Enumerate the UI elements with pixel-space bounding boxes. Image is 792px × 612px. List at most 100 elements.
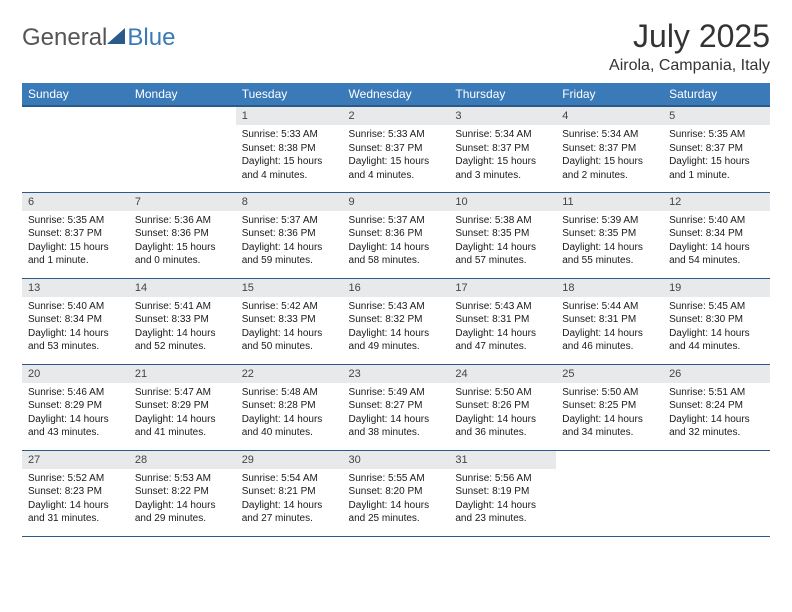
day-details: Sunrise: 5:55 AMSunset: 8:20 PMDaylight:… — [343, 469, 450, 532]
daylight-line: Daylight: 14 hours and 52 minutes. — [135, 327, 230, 354]
sunrise-line: Sunrise: 5:55 AM — [349, 472, 444, 486]
day-details: Sunrise: 5:34 AMSunset: 8:37 PMDaylight:… — [449, 125, 556, 188]
day-number: 14 — [129, 279, 236, 297]
day-number: 4 — [556, 107, 663, 125]
sunset-line: Sunset: 8:36 PM — [242, 227, 337, 241]
sunset-line: Sunset: 8:29 PM — [135, 399, 230, 413]
sunrise-line: Sunrise: 5:35 AM — [28, 214, 123, 228]
calendar-day-cell: 22Sunrise: 5:48 AMSunset: 8:28 PMDayligh… — [236, 364, 343, 450]
day-details: Sunrise: 5:37 AMSunset: 8:36 PMDaylight:… — [236, 211, 343, 274]
calendar-day-cell: 25Sunrise: 5:50 AMSunset: 8:25 PMDayligh… — [556, 364, 663, 450]
day-details: Sunrise: 5:50 AMSunset: 8:25 PMDaylight:… — [556, 383, 663, 446]
sunrise-line: Sunrise: 5:42 AM — [242, 300, 337, 314]
sunset-line: Sunset: 8:37 PM — [28, 227, 123, 241]
daylight-line: Daylight: 14 hours and 57 minutes. — [455, 241, 550, 268]
sunset-line: Sunset: 8:29 PM — [28, 399, 123, 413]
sunrise-line: Sunrise: 5:40 AM — [669, 214, 764, 228]
sunset-line: Sunset: 8:23 PM — [28, 485, 123, 499]
day-number: 30 — [343, 451, 450, 469]
day-number: 20 — [22, 365, 129, 383]
daylight-line: Daylight: 14 hours and 47 minutes. — [455, 327, 550, 354]
sunrise-line: Sunrise: 5:48 AM — [242, 386, 337, 400]
weekday-sunday: Sunday — [22, 83, 129, 106]
day-number: 7 — [129, 193, 236, 211]
day-number: 16 — [343, 279, 450, 297]
daylight-line: Daylight: 14 hours and 41 minutes. — [135, 413, 230, 440]
day-details: Sunrise: 5:51 AMSunset: 8:24 PMDaylight:… — [663, 383, 770, 446]
daylight-line: Daylight: 14 hours and 31 minutes. — [28, 499, 123, 526]
sunrise-line: Sunrise: 5:52 AM — [28, 472, 123, 486]
day-number: 12 — [663, 193, 770, 211]
title-block: July 2025 Airola, Campania, Italy — [609, 18, 770, 75]
sunrise-line: Sunrise: 5:51 AM — [669, 386, 764, 400]
calendar-day-cell: 1Sunrise: 5:33 AMSunset: 8:38 PMDaylight… — [236, 106, 343, 192]
daylight-line: Daylight: 15 hours and 4 minutes. — [242, 155, 337, 182]
daylight-line: Daylight: 14 hours and 38 minutes. — [349, 413, 444, 440]
calendar-week-row: 13Sunrise: 5:40 AMSunset: 8:34 PMDayligh… — [22, 278, 770, 364]
calendar-day-cell: 26Sunrise: 5:51 AMSunset: 8:24 PMDayligh… — [663, 364, 770, 450]
day-details: Sunrise: 5:54 AMSunset: 8:21 PMDaylight:… — [236, 469, 343, 532]
sunrise-line: Sunrise: 5:35 AM — [669, 128, 764, 142]
daylight-line: Daylight: 14 hours and 44 minutes. — [669, 327, 764, 354]
calendar-day-cell: 31Sunrise: 5:56 AMSunset: 8:19 PMDayligh… — [449, 450, 556, 536]
calendar-day-cell: 6Sunrise: 5:35 AMSunset: 8:37 PMDaylight… — [22, 192, 129, 278]
calendar-day-cell: 13Sunrise: 5:40 AMSunset: 8:34 PMDayligh… — [22, 278, 129, 364]
day-number: 1 — [236, 107, 343, 125]
month-title: July 2025 — [609, 18, 770, 55]
daylight-line: Daylight: 15 hours and 0 minutes. — [135, 241, 230, 268]
calendar-day-cell — [129, 106, 236, 192]
sunrise-line: Sunrise: 5:34 AM — [562, 128, 657, 142]
sunset-line: Sunset: 8:25 PM — [562, 399, 657, 413]
daylight-line: Daylight: 14 hours and 59 minutes. — [242, 241, 337, 268]
day-number: 27 — [22, 451, 129, 469]
logo-text-general: General — [22, 24, 107, 52]
sunrise-line: Sunrise: 5:50 AM — [455, 386, 550, 400]
calendar-day-cell: 24Sunrise: 5:50 AMSunset: 8:26 PMDayligh… — [449, 364, 556, 450]
daylight-line: Daylight: 14 hours and 27 minutes. — [242, 499, 337, 526]
weekday-header-row: Sunday Monday Tuesday Wednesday Thursday… — [22, 83, 770, 106]
sail-icon — [107, 28, 125, 44]
calendar-week-row: 1Sunrise: 5:33 AMSunset: 8:38 PMDaylight… — [22, 106, 770, 192]
day-details: Sunrise: 5:40 AMSunset: 8:34 PMDaylight:… — [663, 211, 770, 274]
calendar-day-cell: 11Sunrise: 5:39 AMSunset: 8:35 PMDayligh… — [556, 192, 663, 278]
daylight-line: Daylight: 15 hours and 1 minute. — [28, 241, 123, 268]
calendar-day-cell: 28Sunrise: 5:53 AMSunset: 8:22 PMDayligh… — [129, 450, 236, 536]
daylight-line: Daylight: 15 hours and 3 minutes. — [455, 155, 550, 182]
day-details: Sunrise: 5:33 AMSunset: 8:37 PMDaylight:… — [343, 125, 450, 188]
sunset-line: Sunset: 8:24 PM — [669, 399, 764, 413]
sunrise-line: Sunrise: 5:54 AM — [242, 472, 337, 486]
daylight-line: Daylight: 15 hours and 4 minutes. — [349, 155, 444, 182]
calendar-day-cell — [663, 450, 770, 536]
daylight-line: Daylight: 15 hours and 1 minute. — [669, 155, 764, 182]
day-details: Sunrise: 5:45 AMSunset: 8:30 PMDaylight:… — [663, 297, 770, 360]
daylight-line: Daylight: 14 hours and 25 minutes. — [349, 499, 444, 526]
logo-text-blue: Blue — [127, 24, 175, 52]
calendar-day-cell: 9Sunrise: 5:37 AMSunset: 8:36 PMDaylight… — [343, 192, 450, 278]
daylight-line: Daylight: 14 hours and 53 minutes. — [28, 327, 123, 354]
day-details: Sunrise: 5:36 AMSunset: 8:36 PMDaylight:… — [129, 211, 236, 274]
day-number: 9 — [343, 193, 450, 211]
calendar-day-cell — [556, 450, 663, 536]
sunrise-line: Sunrise: 5:47 AM — [135, 386, 230, 400]
daylight-line: Daylight: 14 hours and 23 minutes. — [455, 499, 550, 526]
day-number: 5 — [663, 107, 770, 125]
daylight-line: Daylight: 14 hours and 43 minutes. — [28, 413, 123, 440]
day-number: 31 — [449, 451, 556, 469]
weekday-thursday: Thursday — [449, 83, 556, 106]
day-details: Sunrise: 5:35 AMSunset: 8:37 PMDaylight:… — [663, 125, 770, 188]
sunset-line: Sunset: 8:31 PM — [562, 313, 657, 327]
sunset-line: Sunset: 8:37 PM — [669, 142, 764, 156]
sunrise-line: Sunrise: 5:34 AM — [455, 128, 550, 142]
sunrise-line: Sunrise: 5:43 AM — [455, 300, 550, 314]
sunset-line: Sunset: 8:35 PM — [455, 227, 550, 241]
calendar-day-cell: 8Sunrise: 5:37 AMSunset: 8:36 PMDaylight… — [236, 192, 343, 278]
day-details: Sunrise: 5:52 AMSunset: 8:23 PMDaylight:… — [22, 469, 129, 532]
sunrise-line: Sunrise: 5:53 AM — [135, 472, 230, 486]
calendar-day-cell — [22, 106, 129, 192]
logo: General Blue — [22, 24, 175, 52]
day-details: Sunrise: 5:43 AMSunset: 8:31 PMDaylight:… — [449, 297, 556, 360]
sunset-line: Sunset: 8:38 PM — [242, 142, 337, 156]
day-number: 24 — [449, 365, 556, 383]
header-bar: General Blue July 2025 Airola, Campania,… — [22, 18, 770, 75]
day-number: 29 — [236, 451, 343, 469]
